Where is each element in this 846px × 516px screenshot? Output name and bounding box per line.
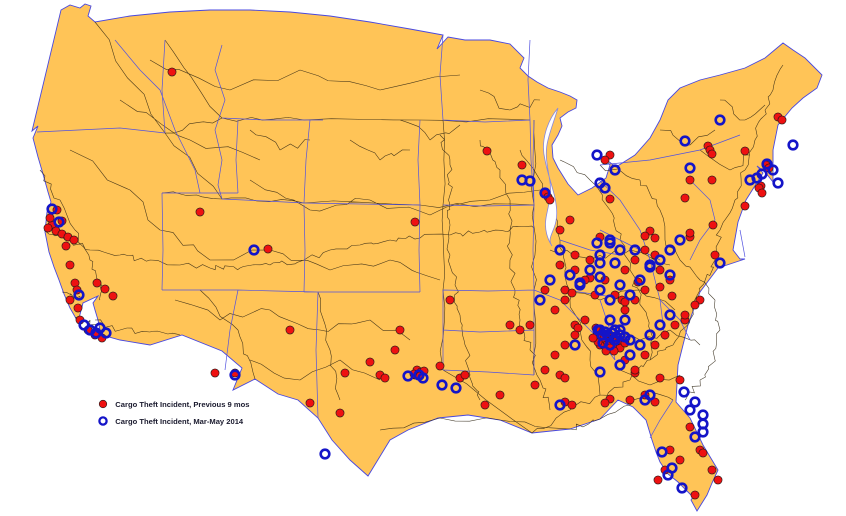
svg-text:Cargo Theft Incident, Mar-May: Cargo Theft Incident, Mar-May 2014	[115, 417, 244, 426]
svg-text:Cargo Theft Incident, Previous: Cargo Theft Incident, Previous 9 mos	[115, 400, 249, 409]
